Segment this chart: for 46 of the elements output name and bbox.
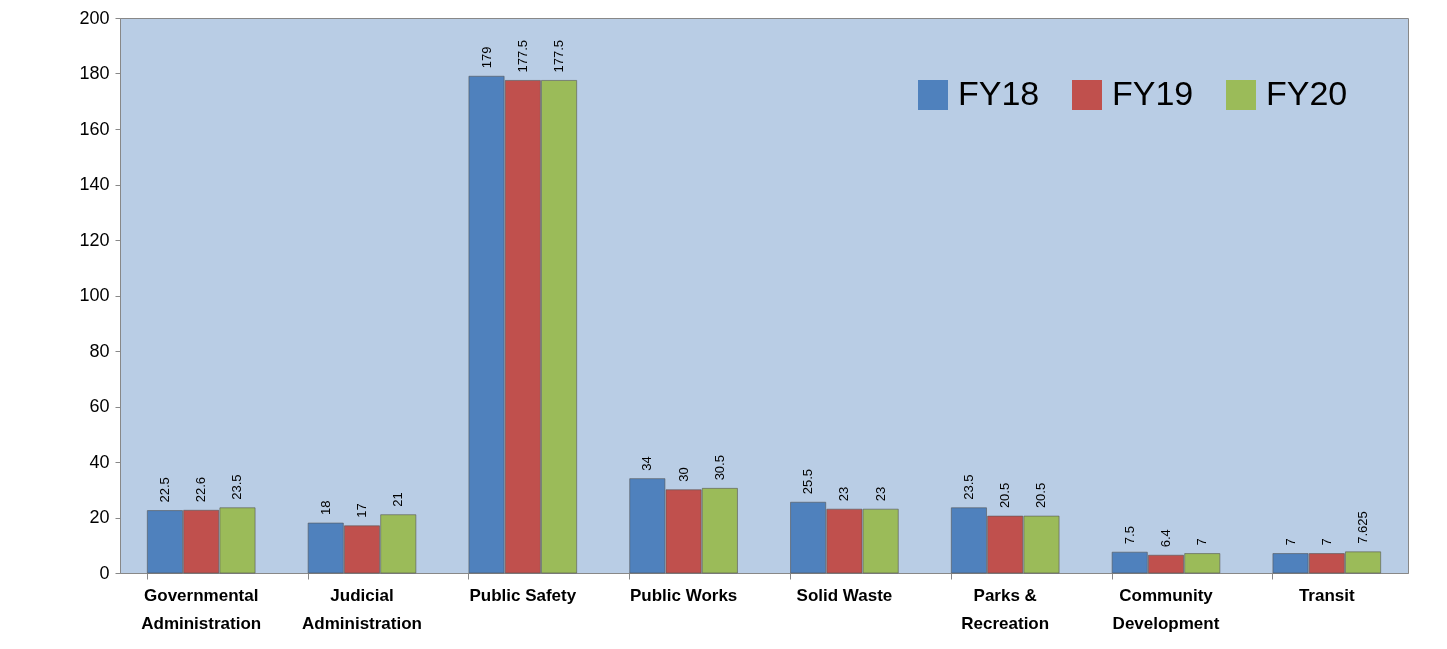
legend-label: FY19	[1112, 74, 1194, 112]
x-tick-label: Public Works	[629, 585, 738, 605]
data-label: 30	[675, 467, 691, 482]
data-label: 30.5	[711, 455, 727, 481]
data-label: 177.5	[514, 39, 530, 73]
legend-label: FY20	[1266, 74, 1348, 112]
data-label: 23	[872, 486, 888, 502]
y-tick-label: 100	[79, 285, 110, 305]
data-label: 179	[478, 46, 494, 69]
data-label: 22.5	[156, 477, 172, 503]
data-label: 177.5	[551, 39, 567, 73]
data-label: 21	[390, 492, 406, 507]
data-label: 7	[1318, 538, 1334, 546]
data-label: 17	[354, 503, 369, 518]
x-tick-label: Parks & Recreation	[961, 585, 1050, 633]
legend-label: FY18	[958, 74, 1040, 112]
data-label: 25.5	[800, 468, 816, 495]
data-label: 22.6	[193, 476, 209, 503]
x-tick-label: Solid Waste	[796, 585, 893, 605]
y-tick-label: 0	[99, 562, 110, 583]
x-tick-label: Governmental Administration	[141, 585, 262, 633]
x-tick-label: Community Development	[1112, 585, 1220, 633]
data-label: 20.5	[997, 482, 1013, 509]
data-label: 7	[1282, 538, 1298, 546]
x-tick-label: Transit	[1298, 585, 1355, 605]
y-tick-label: 40	[89, 451, 110, 472]
data-label: 18	[317, 500, 333, 516]
y-tick-label: 200	[79, 7, 110, 28]
y-tick-label: 20	[89, 507, 110, 527]
data-label: 23.5	[229, 474, 245, 500]
y-tick-label: 160	[79, 118, 110, 139]
data-label: 7.5	[1121, 526, 1137, 545]
data-label: 23.5	[960, 474, 976, 500]
data-label: 34	[639, 456, 655, 471]
y-tick-label: 80	[89, 340, 110, 361]
data-label: 6.4	[1158, 529, 1173, 548]
y-tick-label: 140	[79, 174, 110, 194]
y-tick-label: 60	[89, 396, 110, 416]
data-label: 7.625	[1355, 511, 1371, 544]
x-tick-label: Public Safety	[469, 585, 577, 605]
y-tick-label: 180	[79, 63, 110, 83]
y-tick-label: 120	[79, 229, 110, 250]
x-tick-label: Judicial Administration	[302, 585, 422, 633]
data-label: 20.5	[1033, 482, 1049, 509]
data-label: 7	[1194, 538, 1210, 546]
data-label: 23	[836, 486, 852, 502]
